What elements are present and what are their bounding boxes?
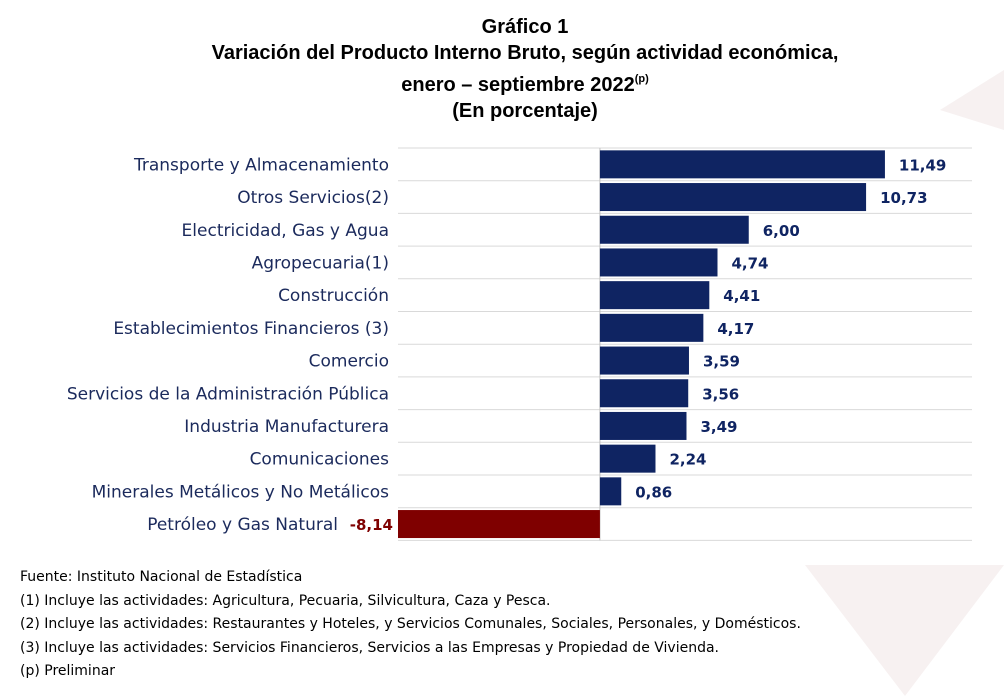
footnote-2: (2) Incluye las actividades: Restaurante…	[20, 616, 801, 632]
chart-title-block: Gráfico 1 Variación del Producto Interno…	[0, 14, 1004, 124]
data-label: 4,74	[731, 254, 768, 272]
category-label: Electricidad, Gas y Agua	[182, 221, 389, 241]
data-label: 3,56	[702, 385, 739, 403]
footnote-1: (1) Incluye las actividades: Agricultura…	[20, 592, 551, 609]
data-label: 11,49	[899, 156, 946, 174]
footnote-3: (3) Incluye las actividades: Servicios F…	[20, 639, 719, 656]
bar	[599, 248, 718, 277]
chart-period-text: enero – septiembre 2022	[401, 74, 635, 96]
bar	[599, 183, 867, 212]
bar	[599, 444, 656, 473]
category-label: Industria Manufacturera	[184, 417, 389, 437]
chart-period-superscript: (p)	[634, 73, 649, 85]
category-label: Construcción	[278, 286, 389, 306]
chart-title: Variación del Producto Interno Bruto, se…	[211, 42, 839, 64]
data-label: 10,73	[880, 189, 927, 207]
data-label: 4,41	[723, 287, 760, 305]
category-label: Transporte y Almacenamiento	[133, 155, 389, 175]
bar	[599, 215, 749, 244]
category-label: Petróleo y Gas Natural	[147, 515, 338, 535]
data-label: 2,24	[669, 451, 706, 469]
bar	[599, 281, 710, 310]
data-label: -8,14	[350, 516, 393, 534]
category-label: Comunicaciones	[250, 450, 390, 470]
category-label: Otros Servicios(2)	[237, 188, 389, 208]
bar	[599, 346, 689, 375]
bar	[398, 510, 600, 539]
chart-unit: (En porcentaje)	[452, 100, 598, 122]
data-label: 6,00	[763, 222, 800, 240]
footnote-preliminary: (p) Preliminar	[20, 663, 116, 679]
data-label: 0,86	[635, 483, 672, 501]
data-label: 4,17	[717, 320, 754, 338]
bar-chart: Transporte y Almacenamiento 11,49 Otros Se…	[67, 147, 972, 541]
category-label: Servicios de la Administración Pública	[67, 384, 389, 404]
bar	[599, 313, 704, 342]
footnote-source: Fuente: Instituto Nacional de Estadístic…	[20, 569, 303, 585]
chart-title-number: Gráfico 1	[481, 16, 569, 38]
bar	[599, 150, 885, 179]
data-label: 3,59	[703, 353, 740, 371]
chart-period: enero – septiembre 2022(p)	[0, 66, 1004, 98]
bar	[599, 411, 687, 440]
data-label: 3,49	[700, 418, 737, 436]
category-label: Establecimientos Financieros (3)	[113, 319, 389, 339]
category-label: Comercio	[309, 352, 389, 372]
bar	[599, 477, 622, 506]
category-label: Agropecuaria(1)	[252, 253, 389, 273]
bar	[599, 379, 689, 408]
footnotes: Fuente: Instituto Nacional de Estadístic…	[20, 566, 801, 684]
category-label: Minerales Metálicos y No Metálicos	[92, 482, 390, 502]
